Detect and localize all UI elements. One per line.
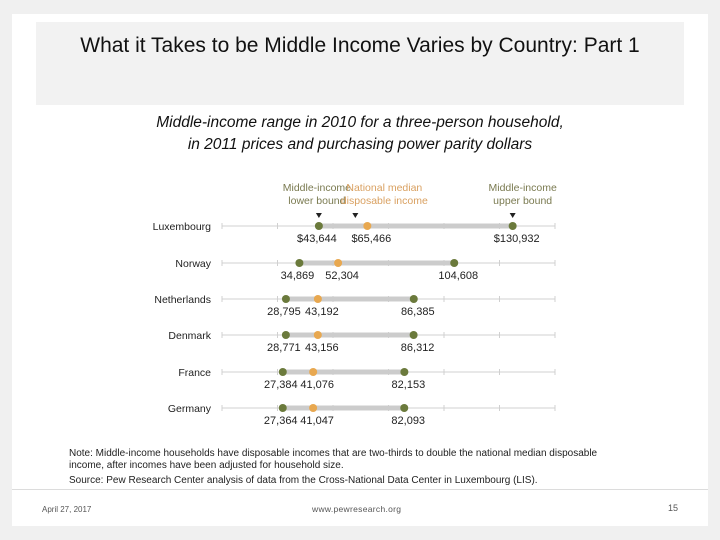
upper-bound-value: 86,312: [401, 342, 435, 354]
lower-bound-dot: [281, 331, 290, 339]
upper-bound-value: 82,153: [392, 379, 426, 391]
upper-bound-value: 82,093: [391, 415, 425, 427]
legend-upper-bound-label: upper bound: [493, 195, 552, 207]
upper-bound-value: $130,932: [494, 233, 540, 245]
chart-note: Note: Middle-income households have disp…: [69, 448, 598, 471]
chart-row-netherlands: Netherlands 28,795 43,192 86,385: [154, 294, 556, 318]
country-label: Luxembourg: [153, 221, 212, 233]
upper-bound-value: 86,385: [401, 306, 435, 318]
country-label: Denmark: [168, 330, 211, 342]
upper-bound-dot: [508, 222, 517, 230]
page-title: What it Takes to be Middle Income Varies…: [80, 34, 640, 57]
title-band: What it Takes to be Middle Income Varies…: [36, 22, 684, 105]
down-arrow-icon: [315, 213, 322, 218]
subtitle-line-1: Middle-income range in 2010 for a three-…: [156, 114, 564, 131]
footer-date: April 27, 2017: [42, 505, 92, 514]
slide: What it Takes to be Middle Income Varies…: [12, 14, 708, 526]
country-label: Netherlands: [154, 294, 211, 306]
chart-subtitle: Middle-income range in 2010 for a three-…: [12, 112, 708, 156]
median-dot: [313, 295, 322, 303]
legend-lower-bound-label: Middle-income: [283, 182, 351, 194]
median-value: 43,192: [305, 306, 339, 318]
lower-bound-value: 27,364: [264, 415, 298, 427]
upper-bound-dot: [400, 404, 409, 412]
chart-row-france: France 27,384 41,076 82,153: [178, 367, 556, 391]
median-dot: [309, 404, 318, 412]
chart-source: Source: Pew Research Center analysis of …: [69, 475, 538, 486]
median-value: $65,466: [351, 233, 391, 245]
median-dot: [363, 222, 372, 230]
lower-bound-value: 28,771: [267, 342, 301, 354]
down-arrow-icon: [352, 213, 359, 218]
country-label: France: [178, 367, 211, 379]
upper-bound-dot: [409, 331, 418, 339]
chart-row-norway: Norway 34,869 52,304 104,608: [175, 258, 556, 282]
median-dot: [309, 368, 318, 376]
median-dot: [334, 259, 343, 267]
chart-row-germany: Germany 27,364 41,047 82,093: [168, 403, 556, 427]
lower-bound-dot: [314, 222, 323, 230]
upper-bound-dot: [400, 368, 409, 376]
lower-bound-value: 27,384: [264, 379, 298, 391]
upper-bound-dot: [409, 295, 418, 303]
lower-bound-value: 34,869: [281, 270, 315, 282]
lower-bound-dot: [281, 295, 290, 303]
down-arrow-icon: [509, 213, 516, 218]
lower-bound-value: 28,795: [267, 306, 301, 318]
legend-median-label: National median: [346, 182, 422, 194]
median-value: 41,047: [300, 415, 334, 427]
median-value: 43,156: [305, 342, 339, 354]
country-label: Germany: [168, 403, 212, 415]
lower-bound-value: $43,644: [297, 233, 337, 245]
subtitle-line-2: in 2011 prices and purchasing power pari…: [187, 136, 533, 153]
median-value: 52,304: [325, 270, 359, 282]
chart-row-denmark: Denmark 28,771 43,156 86,312: [168, 330, 556, 354]
legend-upper-bound-label: Middle-income: [489, 182, 557, 194]
upper-bound-value: 104,608: [438, 270, 478, 282]
page-number: 15: [667, 503, 678, 513]
legend-median-label: disposable income: [341, 195, 428, 207]
lower-bound-dot: [295, 259, 304, 267]
median-dot: [313, 331, 322, 339]
upper-bound-dot: [450, 259, 459, 267]
chart-row-luxembourg: Luxembourg $43,644 $65,466 $130,932: [153, 221, 556, 245]
lower-bound-dot: [278, 368, 287, 376]
country-label: Norway: [175, 258, 211, 270]
footer-url: www.pewresearch.org: [312, 504, 402, 514]
lower-bound-dot: [278, 404, 287, 412]
median-value: 41,076: [300, 379, 334, 391]
footer-divider: [12, 489, 708, 490]
legend-lower-bound-label: lower bound: [288, 195, 345, 207]
